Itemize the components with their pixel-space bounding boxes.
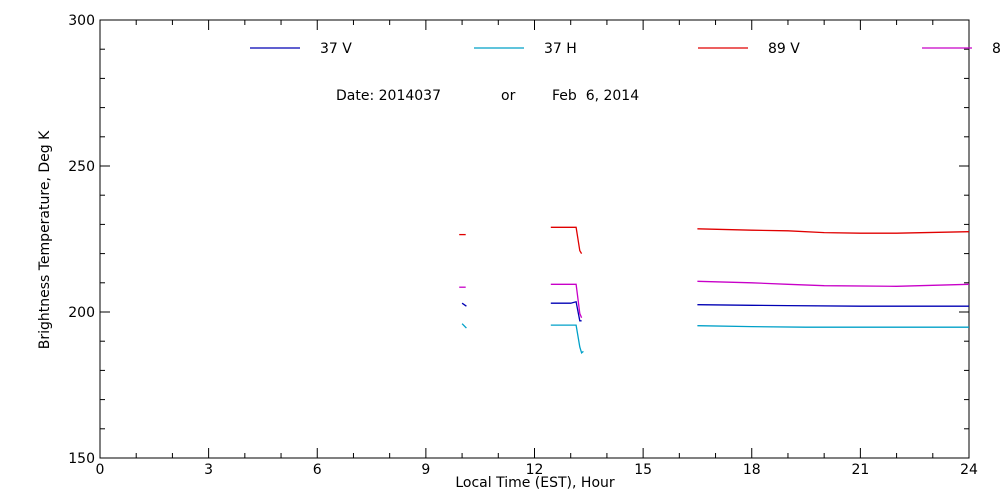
legend-label: 89 H (992, 41, 1000, 57)
series-line (697, 304, 969, 307)
annotation: Date: 2014037 or Feb 6, 2014 (336, 88, 639, 104)
x-tick-label: 24 (960, 462, 978, 478)
series-line (461, 323, 467, 329)
series-line (550, 226, 583, 254)
y-tick-label: 200 (68, 305, 95, 321)
series-line (550, 324, 584, 355)
series-line (697, 228, 970, 234)
series-group (459, 226, 970, 355)
x-tick-label: 15 (634, 462, 652, 478)
axes: 0 3 6 9 12 15 18 21 24 150 200 250 300 (68, 13, 978, 478)
x-tick-label: 6 (313, 462, 322, 478)
annotation-or: or (501, 88, 516, 104)
x-tick-label: 3 (204, 462, 213, 478)
y-tick-label: 300 (68, 13, 95, 29)
x-tick-label: 21 (851, 462, 869, 478)
annotation-date-code: Date: 2014037 (336, 88, 441, 104)
x-axis-title: Local Time (EST), Hour (455, 475, 615, 491)
annotation-date: Feb 6, 2014 (552, 88, 639, 104)
series-89v (459, 226, 970, 254)
y-axis-title: Brightness Temperature, Deg K (37, 130, 53, 349)
legend-label: 37 H (544, 41, 577, 57)
series-89h (459, 280, 970, 319)
y-tick-label: 150 (68, 451, 95, 467)
x-tick-label: 12 (526, 462, 544, 478)
x-tick-label: 0 (96, 462, 105, 478)
legend: 37 V 37 H 89 V 89 H (250, 41, 1000, 57)
series-line (461, 302, 467, 307)
series-line (550, 300, 582, 322)
series-line (697, 280, 970, 287)
x-tick-label: 18 (743, 462, 761, 478)
series-37h (461, 323, 969, 355)
plot-frame (99, 19, 970, 459)
series-line (697, 325, 969, 328)
series-37v (461, 300, 969, 322)
series-line (550, 283, 583, 319)
legend-label: 89 V (768, 41, 800, 57)
x-tick-label: 9 (421, 462, 430, 478)
y-tick-label: 250 (68, 159, 95, 175)
legend-label: 37 V (320, 41, 352, 57)
